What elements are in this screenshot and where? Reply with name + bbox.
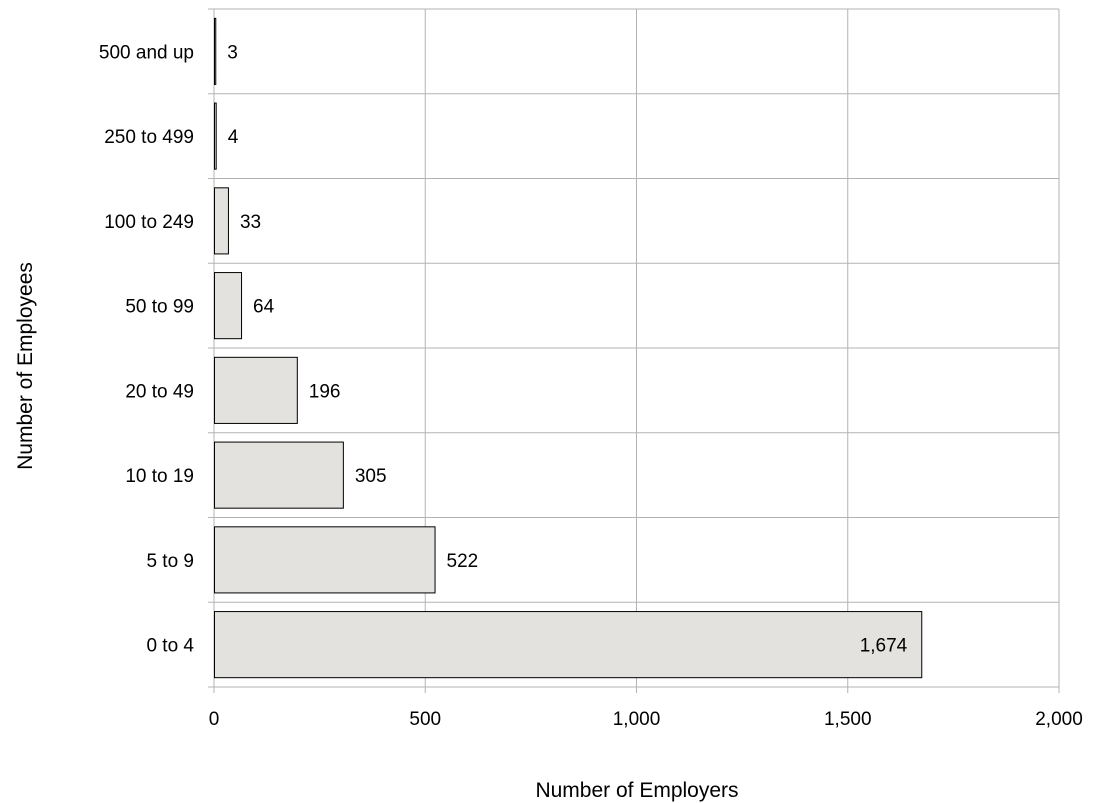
category-label: 5 to 9 bbox=[146, 551, 194, 572]
category-label: 10 to 19 bbox=[125, 466, 194, 487]
category-label: 500 and up bbox=[99, 42, 194, 63]
data-label: 305 bbox=[355, 466, 387, 487]
category-label: 50 to 99 bbox=[125, 297, 194, 318]
category-labels: 500 and up 250 to 499 100 to 249 50 to 99 20… bbox=[99, 42, 195, 656]
data-label: 4 bbox=[228, 127, 239, 148]
x-tick-labels: 0 500 1,000 1,500 2,000 bbox=[209, 709, 1083, 730]
bar bbox=[214, 611, 923, 679]
data-label: 33 bbox=[240, 212, 261, 233]
data-label: 196 bbox=[309, 381, 341, 402]
data-labels: 3 4 33 64 196 305 522 1,674 bbox=[227, 42, 907, 656]
x-axis-title: Number of Employers bbox=[535, 779, 738, 802]
bar bbox=[214, 17, 217, 85]
x-tick-label: 2,000 bbox=[1035, 709, 1083, 730]
bar bbox=[214, 102, 217, 170]
x-tick-label: 500 bbox=[409, 709, 441, 730]
gridlines bbox=[208, 8, 1060, 693]
x-tick-label: 1,000 bbox=[613, 709, 661, 730]
bar bbox=[214, 356, 298, 424]
data-label: 3 bbox=[227, 42, 238, 63]
bar bbox=[214, 441, 344, 509]
data-label: 1,674 bbox=[860, 636, 908, 657]
y-axis-title: Number of Employees bbox=[14, 262, 37, 470]
x-tick-label: 1,500 bbox=[824, 709, 872, 730]
category-label: 100 to 249 bbox=[104, 212, 194, 233]
category-label: 0 to 4 bbox=[146, 636, 194, 657]
category-label: 20 to 49 bbox=[125, 381, 194, 402]
bars bbox=[214, 17, 923, 679]
data-label: 64 bbox=[253, 297, 275, 318]
bar bbox=[214, 272, 243, 340]
bar bbox=[214, 526, 436, 594]
bar bbox=[214, 187, 229, 255]
data-label: 522 bbox=[447, 551, 479, 572]
x-tick-label: 0 bbox=[209, 709, 220, 730]
category-label: 250 to 499 bbox=[104, 127, 194, 148]
